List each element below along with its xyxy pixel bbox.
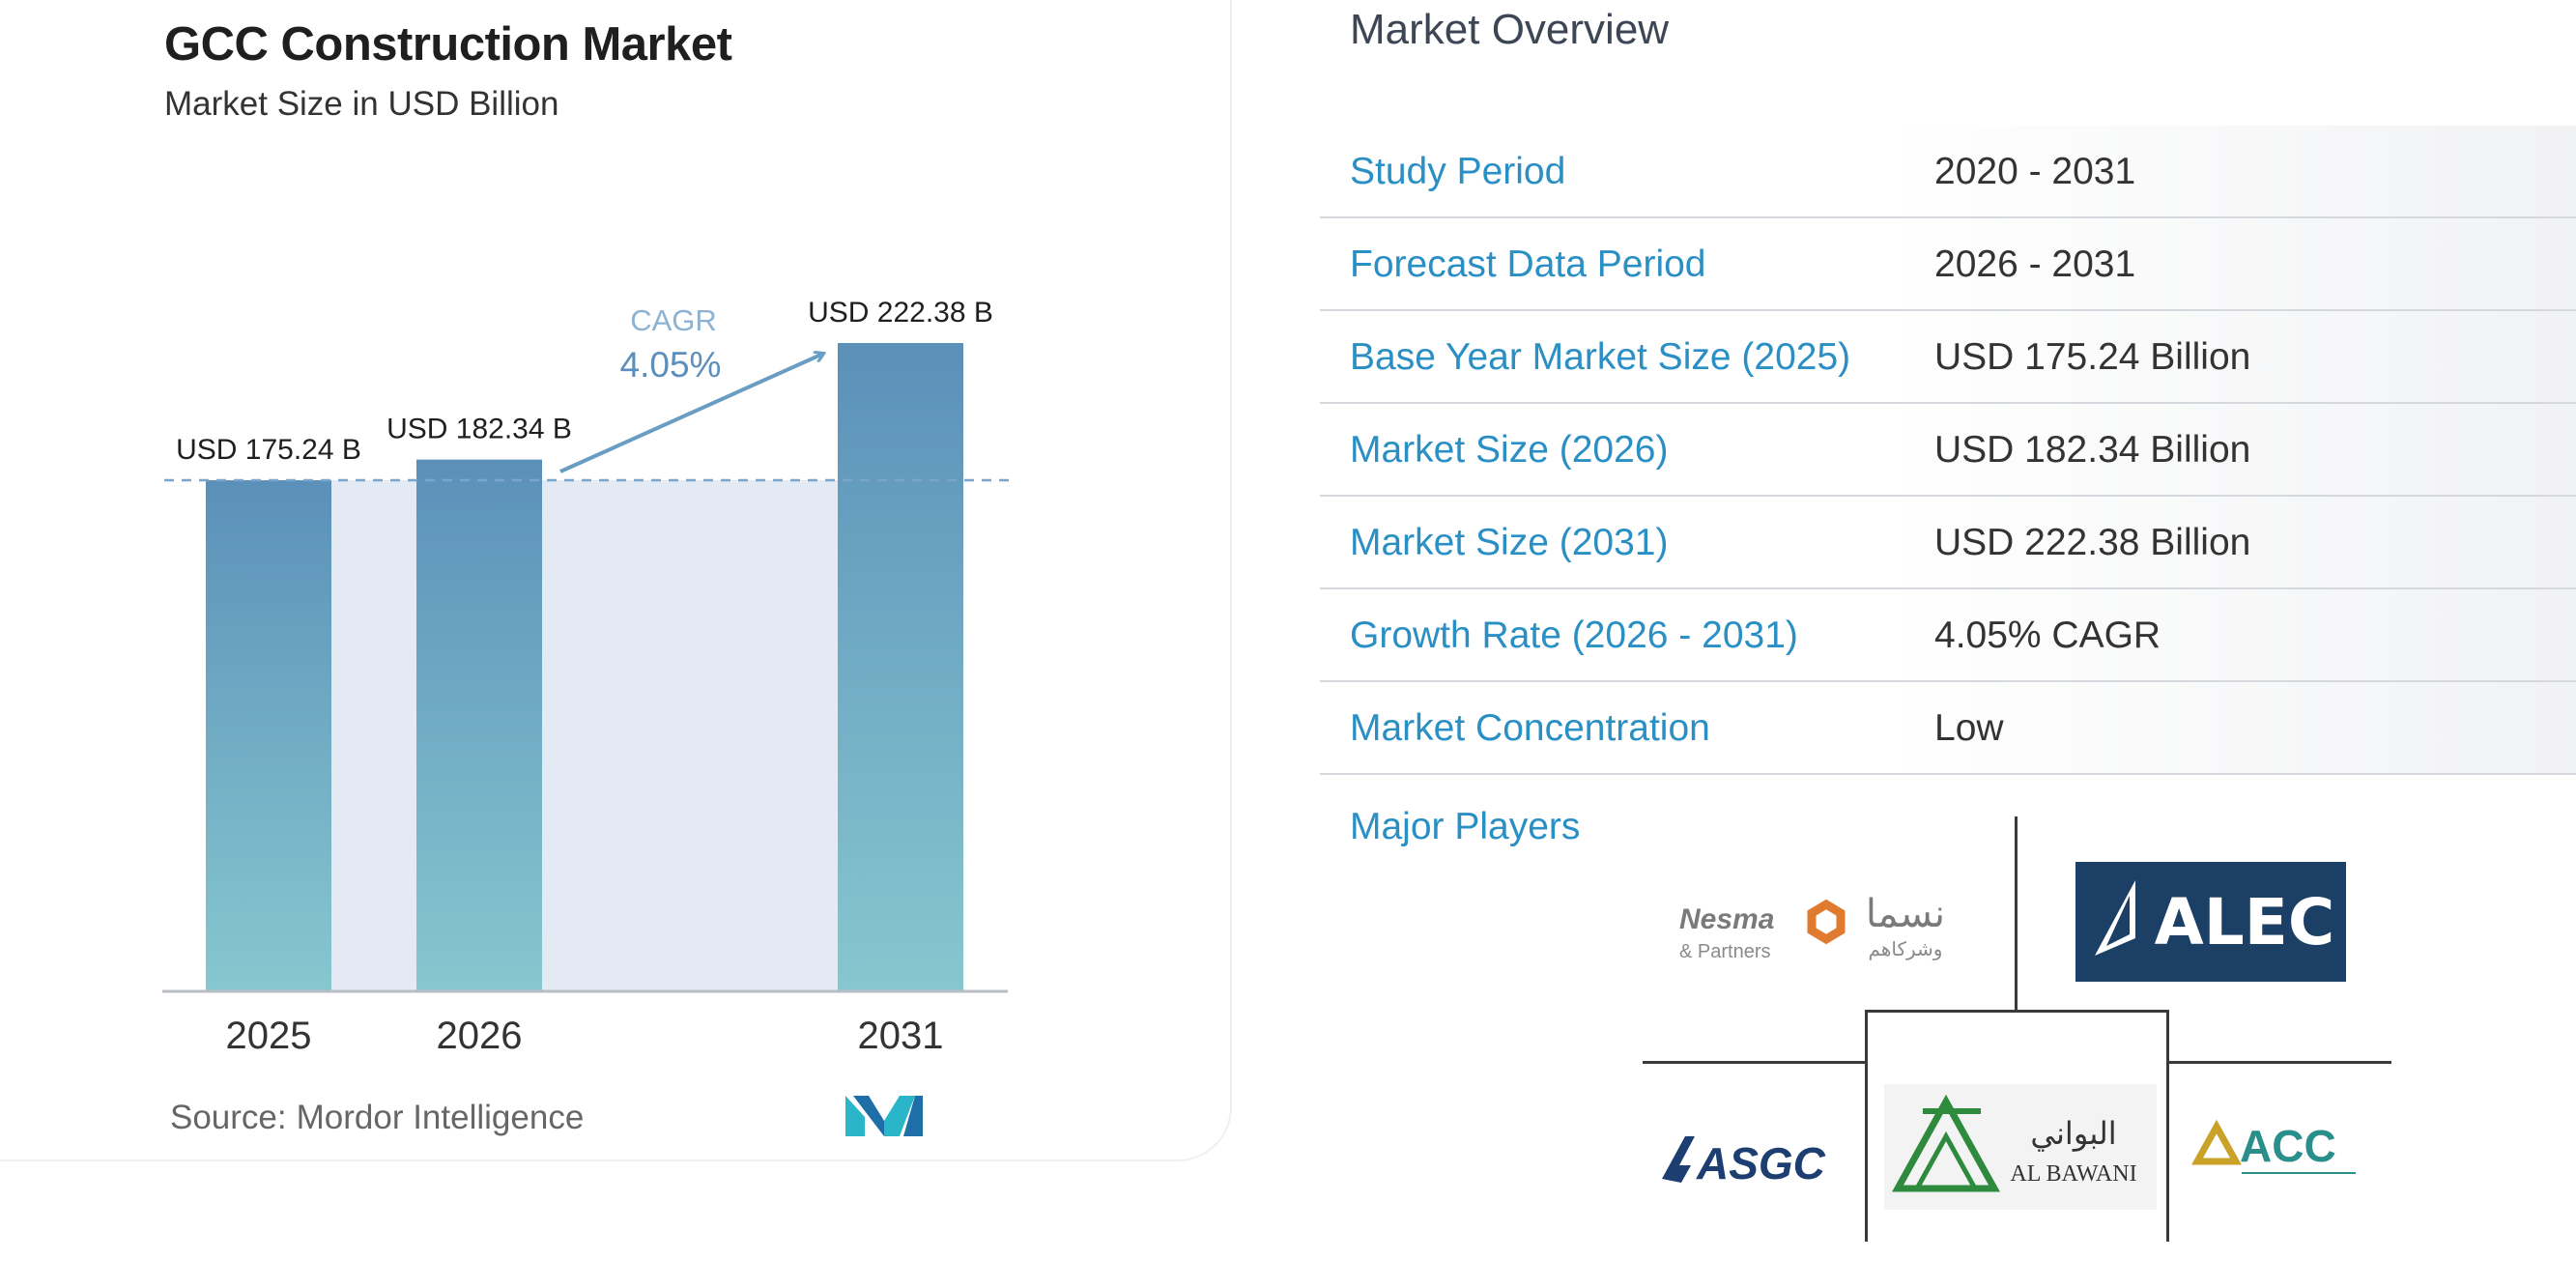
major-players-label: Major Players (1350, 806, 1581, 847)
asgc-name: ASGC (1696, 1138, 1826, 1188)
source-name: Mordor Intelligence (296, 1099, 585, 1136)
alec-logo: ALEC (2075, 862, 2346, 982)
albawani-logo: البواني AL BAWANI (1884, 1084, 2157, 1210)
source-line: Source: Mordor Intelligence (170, 1099, 593, 1137)
data-label-2026: USD 182.34 B (386, 414, 572, 445)
grid-divider (1865, 1010, 1868, 1242)
chart-subtitle: Market Size in USD Billion (164, 85, 559, 123)
hexagon-icon (1807, 899, 1846, 945)
overview-row-base-year-size: Base Year Market Size (2025) USD 175.24 … (1320, 311, 2576, 404)
row-label: Forecast Data Period (1350, 243, 1706, 285)
nesma-name: Nesma (1679, 903, 1774, 935)
base-level-band (206, 480, 963, 991)
tick-label-2026: 2026 (437, 1015, 523, 1057)
grid-divider (2166, 1061, 2391, 1064)
row-value: USD 222.38 Billion (1934, 522, 2251, 563)
overview-row-forecast-period: Forecast Data Period 2026 - 2031 (1320, 218, 2576, 311)
overview-row-size-2031: Market Size (2031) USD 222.38 Billion (1320, 497, 2576, 589)
tick-label-2031: 2031 (858, 1015, 944, 1057)
row-label: Market Concentration (1350, 707, 1710, 749)
nesma-sub: & Partners (1679, 941, 1770, 962)
alec-name: ALEC (2154, 884, 2335, 959)
row-value: 2026 - 2031 (1934, 243, 2136, 285)
grid-divider (1643, 1061, 1865, 1064)
asgc-logo: ASGC (1652, 1121, 1855, 1198)
major-players-logos: Nesma & Partners نسما وشركاهم ALEC ASGC … (1643, 816, 2391, 1242)
row-label: Market Size (2031) (1350, 522, 1669, 563)
nesma-logo: Nesma & Partners نسما وشركاهم (1672, 874, 1981, 981)
cagr-arrow-icon (559, 354, 823, 473)
bar-2026 (416, 459, 542, 990)
overview-title: Market Overview (1350, 6, 1670, 53)
overview-row-size-2026: Market Size (2026) USD 182.34 Billion (1320, 404, 2576, 497)
acc-logo: ACC (2184, 1102, 2367, 1188)
sail-icon (2094, 880, 2135, 956)
data-label-2025: USD 175.24 B (176, 434, 361, 466)
albawani-name: AL BAWANI (2010, 1161, 2136, 1187)
row-label: Base Year Market Size (2025) (1350, 336, 1851, 378)
row-label: Study Period (1350, 151, 1566, 192)
grid-divider (1865, 1010, 2168, 1013)
overview-row-growth-rate: Growth Rate (2026 - 2031) 4.05% CAGR (1320, 589, 2576, 682)
row-value: Low (1934, 707, 2004, 749)
nesma-arabic-sub: وشركاهم (1869, 937, 1943, 960)
row-value: 2020 - 2031 (1934, 151, 2136, 192)
row-label: Growth Rate (2026 - 2031) (1350, 615, 1798, 656)
grid-divider (2015, 816, 2018, 1010)
chart-title: GCC Construction Market (164, 18, 732, 71)
overview-row-study-period: Study Period 2020 - 2031 (1320, 126, 2576, 218)
asgc-mark-icon (1662, 1136, 1695, 1183)
row-value: 4.05% CAGR (1934, 615, 2161, 656)
mordor-logo-icon (845, 1096, 923, 1136)
acc-name: ACC (2240, 1121, 2336, 1171)
bar-2031 (838, 343, 963, 990)
row-value: USD 182.34 Billion (1934, 429, 2251, 471)
data-label-2031: USD 222.38 B (808, 297, 993, 329)
cagr-label: CAGR (630, 303, 717, 337)
bar-chart: USD 175.24 B 2025 USD 182.34 B 2026 USD 222.… (162, 297, 1015, 1057)
row-label: Market Size (2026) (1350, 429, 1669, 471)
nesma-arabic: نسما (1866, 892, 1945, 936)
row-value: USD 175.24 Billion (1934, 336, 2251, 378)
acc-triangle-icon (2191, 1119, 2242, 1165)
source-label: Source: (170, 1099, 287, 1136)
bar-2025 (206, 480, 331, 991)
tick-label-2025: 2025 (226, 1015, 312, 1057)
overview-table: Study Period 2020 - 2031 Forecast Data P… (1320, 126, 2576, 775)
overview-row-concentration: Market Concentration Low (1320, 682, 2576, 775)
triangle-icon (1892, 1094, 2000, 1192)
cagr-value: 4.05% (620, 345, 722, 385)
albawani-arabic: البواني (2030, 1115, 2116, 1152)
grid-divider (2166, 1010, 2169, 1242)
